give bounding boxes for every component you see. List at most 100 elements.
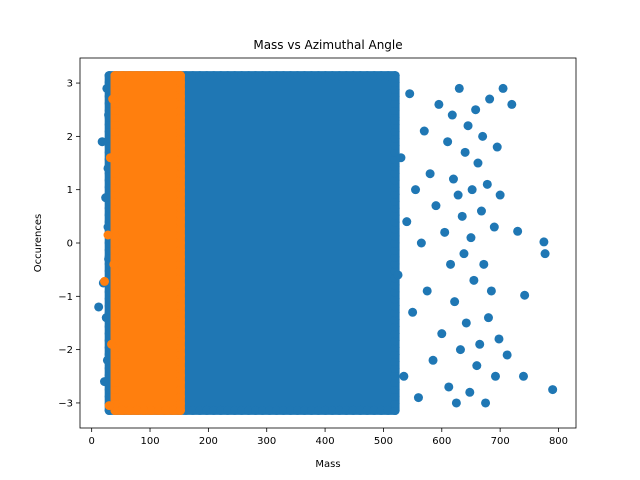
data-point [175, 92, 185, 102]
data-point [489, 222, 499, 232]
data-point [402, 217, 412, 227]
data-point [518, 371, 528, 381]
data-point [195, 71, 205, 81]
series-1-dense-cloud [110, 71, 185, 415]
data-point [390, 364, 400, 374]
data-point [390, 398, 400, 408]
data-point [457, 211, 467, 221]
data-point [390, 115, 400, 125]
data-point [390, 322, 400, 332]
y-tick-label: 1 [67, 185, 73, 196]
data-point [103, 230, 113, 240]
data-point [175, 308, 185, 318]
data-point [390, 280, 400, 290]
series-1-edge-points [110, 71, 185, 415]
data-point [498, 83, 508, 93]
data-point [216, 71, 226, 81]
data-point [419, 126, 429, 136]
data-point [453, 190, 463, 200]
data-point [272, 71, 282, 81]
data-point [175, 245, 185, 255]
data-point [110, 371, 120, 381]
data-point [161, 71, 171, 81]
data-point [175, 119, 185, 129]
data-point [175, 322, 185, 332]
y-tick-label: −3 [58, 398, 73, 409]
data-point [258, 71, 268, 81]
data-point [390, 203, 400, 213]
data-point [390, 133, 400, 143]
data-point [175, 405, 185, 415]
y-tick-label: 2 [67, 132, 73, 143]
data-point [390, 126, 400, 136]
data-point [285, 71, 295, 81]
data-point [448, 174, 458, 184]
data-point [110, 245, 120, 255]
data-point [223, 405, 233, 415]
data-point [175, 378, 185, 388]
data-point [117, 71, 127, 81]
data-point [390, 252, 400, 262]
data-point [108, 94, 118, 104]
data-point [175, 105, 185, 115]
data-point [341, 71, 351, 81]
data-point [109, 259, 119, 269]
data-point [209, 405, 219, 415]
data-point [306, 71, 316, 81]
data-point [110, 217, 120, 227]
x-axis-label: Mass [315, 459, 340, 470]
data-point [175, 189, 185, 199]
data-point [175, 175, 185, 185]
data-point [139, 405, 149, 415]
data-point [390, 384, 400, 394]
data-point [355, 71, 365, 81]
data-point [390, 78, 400, 88]
data-point [110, 196, 120, 206]
x-tick-label: 0 [88, 436, 94, 447]
data-point [175, 238, 185, 248]
data-point [175, 224, 185, 234]
data-point [390, 259, 400, 269]
data-point [376, 405, 386, 415]
data-point [110, 329, 120, 339]
data-point [251, 71, 261, 81]
data-point [104, 401, 114, 411]
data-point [299, 405, 309, 415]
data-point [320, 405, 330, 415]
data-point [475, 339, 485, 349]
data-point [454, 83, 464, 93]
data-point [393, 270, 403, 280]
data-point [451, 398, 461, 408]
data-point [110, 378, 120, 388]
data-point [292, 71, 302, 81]
data-point [483, 313, 493, 323]
data-point [376, 71, 386, 81]
data-point [434, 99, 444, 109]
data-point [244, 405, 254, 415]
data-point [202, 405, 212, 415]
y-tick-label: 3 [67, 79, 73, 90]
data-point [444, 382, 454, 392]
data-point [390, 189, 400, 199]
data-point [494, 334, 504, 344]
data-point [447, 110, 457, 120]
data-point [102, 83, 112, 93]
data-point [110, 364, 120, 374]
data-point [195, 405, 205, 415]
data-point [132, 71, 142, 81]
data-point [540, 249, 550, 259]
data-point [422, 286, 432, 296]
data-point [102, 355, 112, 365]
x-tick-label: 100 [140, 436, 159, 447]
data-point [399, 371, 409, 381]
data-point [390, 210, 400, 220]
data-point [548, 385, 558, 395]
data-point [110, 294, 120, 304]
data-point [390, 238, 400, 248]
data-point [279, 405, 289, 415]
data-point [110, 322, 120, 332]
data-point [460, 147, 470, 157]
data-point [146, 405, 156, 415]
data-point [175, 266, 185, 276]
